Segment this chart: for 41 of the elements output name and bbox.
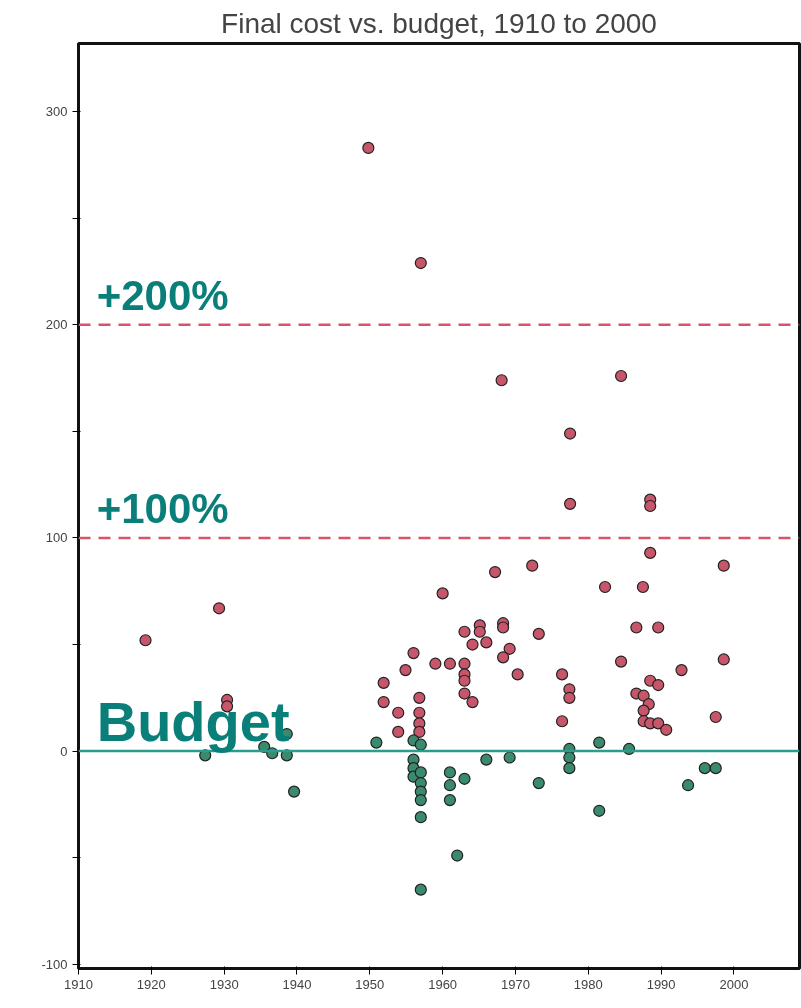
point — [443, 766, 457, 779]
point — [414, 766, 427, 779]
ref-line-label: +100% — [96, 484, 229, 532]
ref-line-label: +200% — [96, 271, 229, 319]
point — [503, 751, 516, 764]
point — [532, 776, 545, 790]
point — [458, 772, 471, 785]
y-tick-label: 300 — [45, 104, 68, 120]
point — [709, 762, 722, 775]
point — [414, 794, 427, 807]
point — [563, 751, 576, 764]
point — [480, 753, 493, 766]
point — [443, 794, 457, 807]
x-tick-label: 1990 — [646, 976, 676, 992]
chart-title: Final cost vs. budget, 1910 to 2000 — [221, 7, 657, 39]
x-tick-label: 1980 — [573, 976, 603, 992]
point — [414, 738, 427, 751]
point — [370, 736, 383, 749]
point — [414, 811, 427, 824]
point — [451, 849, 464, 862]
x-tick-label: 1930 — [209, 976, 239, 992]
y-tick-label: 200 — [45, 317, 68, 333]
x-tick-label: 1970 — [501, 976, 530, 992]
point — [414, 883, 427, 896]
y-tick-label: 0 — [60, 743, 68, 759]
x-tick-label: 1950 — [355, 976, 385, 992]
y-tick-label: -100 — [41, 956, 68, 972]
point — [698, 762, 711, 775]
y-tick-label: 100 — [45, 530, 68, 546]
x-tick-label: 1960 — [428, 976, 458, 992]
x-tick-label: 1910 — [64, 976, 93, 992]
ref-line-label: Budget — [96, 690, 290, 754]
point — [593, 804, 606, 817]
point — [681, 779, 695, 792]
point — [287, 785, 301, 798]
point — [443, 779, 457, 792]
point — [563, 762, 576, 775]
x-tick-label: 1940 — [282, 976, 312, 992]
x-tick-label: 2000 — [719, 976, 749, 992]
point — [593, 736, 606, 749]
x-tick-label: 1920 — [136, 976, 166, 992]
